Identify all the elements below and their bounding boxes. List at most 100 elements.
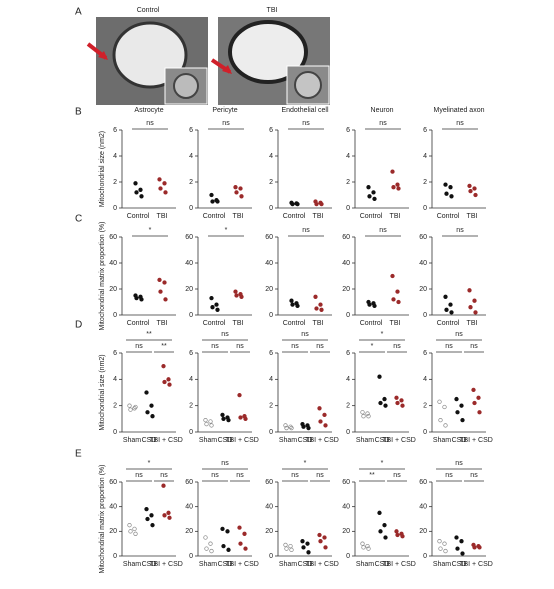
significance-label: ** — [161, 343, 167, 350]
data-point — [133, 404, 138, 410]
y-tick-label: 4 — [346, 153, 350, 160]
data-point — [313, 294, 318, 299]
data-point — [383, 403, 388, 408]
data-point — [166, 377, 171, 382]
x-tick-label: Sham — [433, 561, 451, 568]
data-point — [208, 419, 213, 424]
data-point — [395, 182, 400, 187]
data-point — [394, 395, 399, 400]
significance-label: ns — [445, 472, 453, 479]
y-tick-label: 20 — [109, 286, 117, 293]
y-tick-label: 20 — [109, 528, 117, 535]
data-point — [295, 201, 300, 207]
x-tick-label: CSD — [218, 437, 233, 444]
y-tick-label: 2 — [423, 179, 427, 186]
y-tick-label: 4 — [189, 153, 193, 160]
significance-label: * — [304, 460, 307, 467]
data-point — [233, 289, 238, 294]
data-point — [399, 398, 404, 403]
data-point — [239, 294, 244, 299]
data-point — [162, 513, 167, 518]
y-tick-label: 2 — [189, 179, 193, 186]
significance-label: * — [148, 460, 151, 467]
data-point — [157, 277, 162, 283]
y-tick-label: 20 — [342, 286, 350, 293]
data-point — [444, 307, 449, 312]
x-tick-label: CSD — [218, 561, 233, 568]
y-tick-label: 2 — [269, 403, 273, 410]
data-point — [301, 545, 306, 550]
data-point — [305, 541, 310, 546]
data-point — [318, 539, 323, 544]
x-tick-label: Sham — [123, 561, 141, 568]
y-tick-label: 20 — [419, 528, 427, 535]
data-point — [459, 403, 464, 408]
x-tick-label: TBI — [467, 320, 478, 327]
data-point — [134, 190, 139, 195]
y-tick-label: 4 — [346, 376, 350, 383]
data-point — [243, 546, 248, 551]
y-tick-label: 2 — [113, 179, 117, 186]
x-tick-label: CSD — [142, 561, 157, 568]
x-tick-label: Sham — [356, 437, 374, 444]
y-tick-label: 0 — [189, 553, 193, 560]
data-point — [471, 387, 476, 393]
data-point — [132, 526, 137, 532]
significance-label: ns — [146, 120, 154, 127]
x-tick-label: TBI + CSD — [149, 437, 183, 444]
significance-label: ** — [369, 472, 375, 479]
y-tick-label: 6 — [113, 350, 117, 357]
y-tick-label: 0 — [189, 205, 193, 212]
y-tick-label: 40 — [419, 260, 427, 267]
data-point — [134, 295, 139, 301]
data-point — [215, 307, 220, 312]
data-point — [127, 523, 132, 528]
x-tick-label: Control — [203, 213, 226, 220]
data-point — [454, 535, 459, 540]
significance-label: ns — [456, 120, 464, 127]
data-point — [378, 529, 383, 534]
data-point — [210, 305, 215, 310]
y-tick-label: 6 — [269, 350, 273, 357]
data-point — [317, 532, 322, 538]
data-point — [209, 192, 214, 198]
y-tick-label: 4 — [269, 153, 273, 160]
y-tick-label: 40 — [109, 504, 117, 511]
data-point — [383, 535, 388, 540]
data-point — [477, 410, 482, 415]
data-point — [322, 412, 327, 418]
y-tick-label: 6 — [189, 350, 193, 357]
data-point — [163, 297, 168, 302]
data-point — [319, 201, 324, 207]
y-tick-label: 4 — [269, 376, 273, 383]
y-tick-label: 0 — [113, 429, 117, 436]
em-image — [210, 17, 330, 105]
data-point — [367, 194, 372, 199]
data-point — [442, 541, 447, 546]
y-tick-label: 60 — [109, 479, 117, 486]
subplot-title: Myelinated axon — [434, 107, 485, 114]
y-tick-label: 20 — [265, 286, 273, 293]
y-tick-label: 20 — [342, 528, 350, 535]
y-tick-label: 60 — [109, 234, 117, 241]
data-point — [149, 513, 154, 518]
significance-label: ns — [221, 331, 229, 338]
data-point — [220, 412, 225, 418]
data-point — [365, 543, 370, 549]
data-point — [306, 550, 311, 555]
x-tick-label: TBI + CSD — [149, 561, 183, 568]
data-point — [284, 425, 289, 431]
data-point — [145, 516, 150, 522]
data-point — [133, 181, 138, 186]
data-point — [472, 545, 477, 550]
data-point — [221, 416, 226, 421]
data-point — [460, 551, 465, 556]
significance-label: ns — [379, 227, 387, 234]
significance-label: ns — [470, 343, 478, 350]
y-tick-label: 40 — [109, 260, 117, 267]
x-tick-label: TBI + CSD — [305, 561, 339, 568]
data-point — [396, 299, 401, 305]
data-point — [289, 547, 294, 552]
x-tick-label: Control — [203, 320, 226, 327]
data-point — [149, 403, 154, 408]
